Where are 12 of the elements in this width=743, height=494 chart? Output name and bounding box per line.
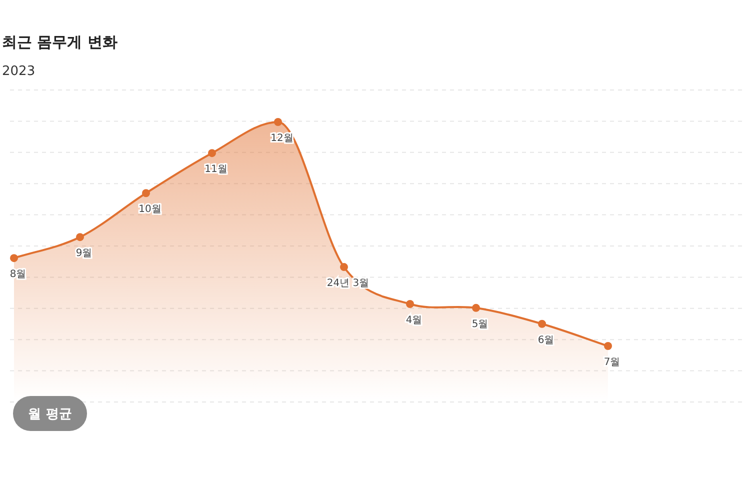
x-tick-label: 10월: [138, 204, 162, 216]
chart-subtitle: 2023: [2, 64, 36, 79]
x-tick-label: 9월: [76, 248, 92, 260]
x-tick-label: 4월: [406, 315, 422, 326]
x-tick-label: 12월: [270, 133, 294, 144]
x-tick-label: 7월: [604, 357, 620, 368]
button: 월 평균: [13, 396, 87, 431]
x-tick-label: 5월: [472, 318, 488, 330]
x-tick-label: 8월: [10, 269, 26, 280]
x-tick-label: 6월: [538, 334, 554, 346]
chart-title: 최근 몸무게 변화: [2, 33, 118, 51]
x-tick-label: 11월: [204, 164, 228, 176]
